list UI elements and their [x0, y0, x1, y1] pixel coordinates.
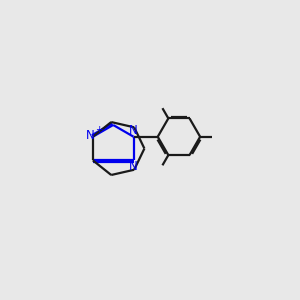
Text: N: N: [129, 124, 138, 137]
Text: N: N: [86, 129, 95, 142]
Text: +: +: [95, 125, 102, 134]
Text: N: N: [129, 160, 138, 173]
